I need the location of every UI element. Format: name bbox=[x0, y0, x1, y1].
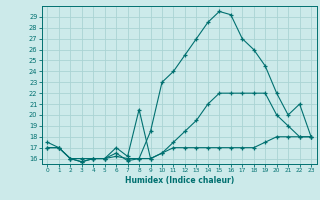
X-axis label: Humidex (Indice chaleur): Humidex (Indice chaleur) bbox=[124, 176, 234, 185]
